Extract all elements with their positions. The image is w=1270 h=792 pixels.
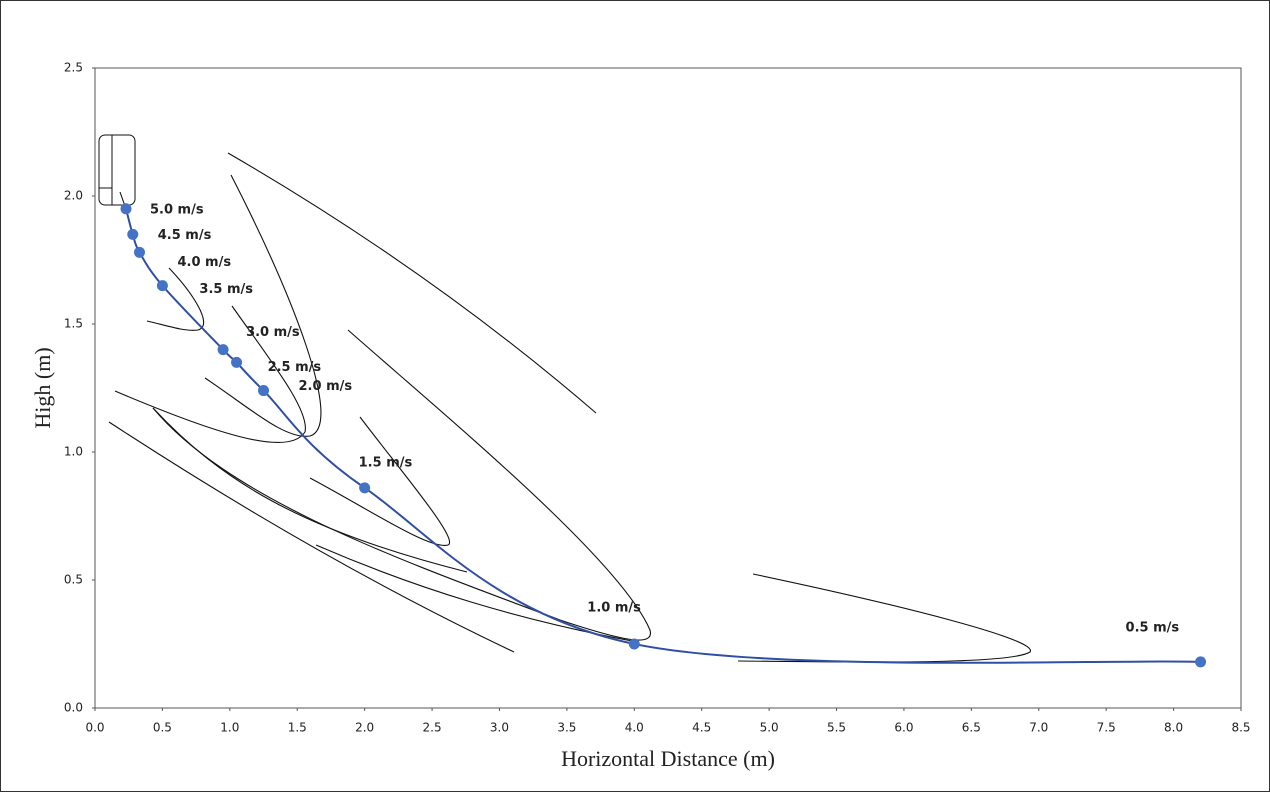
point-label: 1.0 m/s [587,601,641,616]
y-tick-label: 1.0 [64,445,83,459]
data-point [258,385,270,397]
y-tick-label: 0.0 [64,701,83,715]
point-label: 2.5 m/s [268,360,322,375]
x-tick-label: 6.0 [894,721,913,735]
x-axis-label: Horizontal Distance (m) [561,746,775,771]
point-label: 4.5 m/s [158,228,212,243]
data-point [359,482,371,494]
x-tick-label: 3.5 [557,721,576,735]
trajectory [204,174,322,437]
point-label: 3.0 m/s [246,325,300,340]
point-label: 5.0 m/s [150,202,204,217]
data-point [628,638,640,650]
point-label: 1.5 m/s [359,455,413,470]
x-tick-label: 8.0 [1164,721,1183,735]
x-tick-label: 0.5 [153,721,172,735]
data-point [120,203,132,215]
data-point [1195,656,1207,668]
x-tick-label: 1.5 [288,721,307,735]
vehicle-icon [98,134,136,206]
x-tick-label: 4.0 [625,721,644,735]
trajectory [152,329,651,641]
data-point [127,228,139,240]
y-tick-label: 2.5 [64,61,83,75]
x-tick-label: 5.0 [760,721,779,735]
point-label: 2.0 m/s [299,379,353,394]
trajectory [108,421,515,653]
x-tick-label: 4.5 [692,721,711,735]
x-tick-label: 5.5 [827,721,846,735]
data-point [156,280,168,292]
y-tick-label: 0.5 [64,573,83,587]
trajectory [227,152,597,414]
trajectory [114,305,306,444]
x-tick-label: 3.0 [490,721,509,735]
x-tick-label: 7.0 [1029,721,1048,735]
x-tick-label: 2.0 [355,721,374,735]
point-label: 4.0 m/s [177,255,231,270]
x-tick-label: 2.5 [423,721,442,735]
y-tick-label: 1.5 [64,317,83,331]
trajectory [146,267,205,331]
x-tick-label: 1.0 [220,721,239,735]
point-label: 0.5 m/s [1126,620,1180,635]
trajectory [152,407,468,573]
y-axis-label: High (m) [30,347,55,428]
data-point [217,344,229,356]
data-point [133,246,145,258]
y-tick-label: 2.0 [64,189,83,203]
x-tick-label: 8.5 [1231,721,1250,735]
point-label: 3.5 m/s [199,282,253,297]
x-tick-label: 6.5 [962,721,981,735]
x-tick-label: 0.0 [85,721,104,735]
data-point [231,356,243,368]
plot-frame [94,67,1242,709]
x-tick-label: 7.5 [1097,721,1116,735]
trajectory [309,416,451,546]
